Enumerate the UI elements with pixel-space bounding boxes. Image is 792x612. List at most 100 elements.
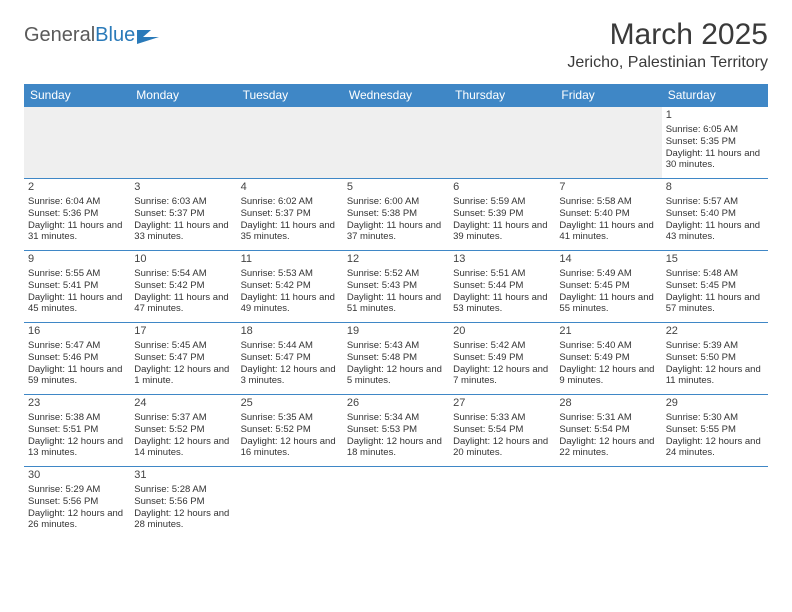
day-header: Tuesday (237, 84, 343, 107)
daylight-line: Daylight: 12 hours and 5 minutes. (347, 364, 445, 388)
sunrise-line: Sunrise: 5:47 AM (28, 340, 126, 352)
calendar-cell (237, 467, 343, 539)
calendar-cell: 12Sunrise: 5:52 AMSunset: 5:43 PMDayligh… (343, 251, 449, 323)
daylight-line: Daylight: 11 hours and 30 minutes. (666, 148, 764, 172)
day-number: 2 (28, 181, 126, 195)
calendar-cell (662, 467, 768, 539)
calendar-page: GeneralBlue March 2025 Jericho, Palestin… (0, 0, 792, 549)
sunset-line: Sunset: 5:54 PM (559, 424, 657, 436)
calendar-cell: 23Sunrise: 5:38 AMSunset: 5:51 PMDayligh… (24, 395, 130, 467)
daylight-line: Daylight: 11 hours and 37 minutes. (347, 220, 445, 244)
calendar-week-row: 16Sunrise: 5:47 AMSunset: 5:46 PMDayligh… (24, 323, 768, 395)
calendar-cell: 1Sunrise: 6:05 AMSunset: 5:35 PMDaylight… (662, 107, 768, 179)
day-number: 18 (241, 325, 339, 339)
daylight-line: Daylight: 12 hours and 20 minutes. (453, 436, 551, 460)
sunrise-line: Sunrise: 5:34 AM (347, 412, 445, 424)
daylight-line: Daylight: 12 hours and 13 minutes. (28, 436, 126, 460)
day-number: 8 (666, 181, 764, 195)
calendar-cell: 17Sunrise: 5:45 AMSunset: 5:47 PMDayligh… (130, 323, 236, 395)
sunrise-line: Sunrise: 6:02 AM (241, 196, 339, 208)
daylight-line: Daylight: 12 hours and 7 minutes. (453, 364, 551, 388)
sunset-line: Sunset: 5:39 PM (453, 208, 551, 220)
calendar-cell: 24Sunrise: 5:37 AMSunset: 5:52 PMDayligh… (130, 395, 236, 467)
day-number: 10 (134, 253, 232, 267)
calendar-cell: 6Sunrise: 5:59 AMSunset: 5:39 PMDaylight… (449, 179, 555, 251)
sunset-line: Sunset: 5:54 PM (453, 424, 551, 436)
sunset-line: Sunset: 5:45 PM (559, 280, 657, 292)
sunset-line: Sunset: 5:41 PM (28, 280, 126, 292)
sunrise-line: Sunrise: 5:33 AM (453, 412, 551, 424)
calendar-cell (24, 107, 130, 179)
daylight-line: Daylight: 12 hours and 14 minutes. (134, 436, 232, 460)
day-number: 14 (559, 253, 657, 267)
sunset-line: Sunset: 5:43 PM (347, 280, 445, 292)
sunset-line: Sunset: 5:50 PM (666, 352, 764, 364)
calendar-cell: 22Sunrise: 5:39 AMSunset: 5:50 PMDayligh… (662, 323, 768, 395)
sunset-line: Sunset: 5:35 PM (666, 136, 764, 148)
sunset-line: Sunset: 5:38 PM (347, 208, 445, 220)
calendar-cell: 30Sunrise: 5:29 AMSunset: 5:56 PMDayligh… (24, 467, 130, 539)
day-number: 9 (28, 253, 126, 267)
sunrise-line: Sunrise: 5:55 AM (28, 268, 126, 280)
sunrise-line: Sunrise: 5:57 AM (666, 196, 764, 208)
sunrise-line: Sunrise: 5:35 AM (241, 412, 339, 424)
day-number: 30 (28, 469, 126, 483)
sunrise-line: Sunrise: 5:38 AM (28, 412, 126, 424)
month-title: March 2025 (567, 18, 768, 52)
day-header-row: SundayMondayTuesdayWednesdayThursdayFrid… (24, 84, 768, 107)
sunset-line: Sunset: 5:52 PM (134, 424, 232, 436)
day-number: 27 (453, 397, 551, 411)
daylight-line: Daylight: 11 hours and 35 minutes. (241, 220, 339, 244)
calendar-cell (449, 467, 555, 539)
daylight-line: Daylight: 11 hours and 39 minutes. (453, 220, 551, 244)
day-number: 6 (453, 181, 551, 195)
calendar-week-row: 23Sunrise: 5:38 AMSunset: 5:51 PMDayligh… (24, 395, 768, 467)
sunrise-line: Sunrise: 6:03 AM (134, 196, 232, 208)
sunset-line: Sunset: 5:47 PM (241, 352, 339, 364)
daylight-line: Daylight: 12 hours and 16 minutes. (241, 436, 339, 460)
calendar-cell: 29Sunrise: 5:30 AMSunset: 5:55 PMDayligh… (662, 395, 768, 467)
sunrise-line: Sunrise: 5:37 AM (134, 412, 232, 424)
header: GeneralBlue March 2025 Jericho, Palestin… (24, 18, 768, 72)
daylight-line: Daylight: 11 hours and 41 minutes. (559, 220, 657, 244)
calendar-cell: 14Sunrise: 5:49 AMSunset: 5:45 PMDayligh… (555, 251, 661, 323)
day-header: Wednesday (343, 84, 449, 107)
sunset-line: Sunset: 5:37 PM (241, 208, 339, 220)
day-number: 19 (347, 325, 445, 339)
sunset-line: Sunset: 5:48 PM (347, 352, 445, 364)
daylight-line: Daylight: 12 hours and 18 minutes. (347, 436, 445, 460)
daylight-line: Daylight: 12 hours and 22 minutes. (559, 436, 657, 460)
daylight-line: Daylight: 11 hours and 33 minutes. (134, 220, 232, 244)
day-number: 5 (347, 181, 445, 195)
sunrise-line: Sunrise: 5:53 AM (241, 268, 339, 280)
calendar-cell: 2Sunrise: 6:04 AMSunset: 5:36 PMDaylight… (24, 179, 130, 251)
calendar-week-row: 9Sunrise: 5:55 AMSunset: 5:41 PM Daylight… (24, 251, 768, 323)
day-header: Monday (130, 84, 236, 107)
sunrise-line: Sunrise: 5:43 AM (347, 340, 445, 352)
sunrise-line: Sunrise: 5:39 AM (666, 340, 764, 352)
sunrise-line: Sunrise: 5:45 AM (134, 340, 232, 352)
daylight-line: Daylight: 11 hours and 51 minutes. (347, 292, 445, 316)
calendar-cell (130, 107, 236, 179)
sunset-line: Sunset: 5:47 PM (134, 352, 232, 364)
sunrise-line: Sunrise: 5:59 AM (453, 196, 551, 208)
daylight-line: Daylight: 11 hours and 53 minutes. (453, 292, 551, 316)
calendar-cell (343, 467, 449, 539)
calendar-cell (555, 467, 661, 539)
calendar-cell (449, 107, 555, 179)
calendar-cell: 11Sunrise: 5:53 AMSunset: 5:42 PMDayligh… (237, 251, 343, 323)
sunset-line: Sunset: 5:40 PM (559, 208, 657, 220)
day-number: 12 (347, 253, 445, 267)
sunset-line: Sunset: 5:56 PM (134, 496, 232, 508)
sunset-line: Sunset: 5:56 PM (28, 496, 126, 508)
daylight-line: Daylight: 11 hours and 49 minutes. (241, 292, 339, 316)
day-header: Sunday (24, 84, 130, 107)
calendar-cell: 10Sunrise: 5:54 AMSunset: 5:42 PMDayligh… (130, 251, 236, 323)
calendar-cell: 3Sunrise: 6:03 AMSunset: 5:37 PMDaylight… (130, 179, 236, 251)
calendar-cell (237, 107, 343, 179)
daylight-line: Daylight: 11 hours and 31 minutes. (28, 220, 126, 244)
calendar-cell: 18Sunrise: 5:44 AMSunset: 5:47 PMDayligh… (237, 323, 343, 395)
sunrise-line: Sunrise: 5:28 AM (134, 484, 232, 496)
calendar-cell: 19Sunrise: 5:43 AMSunset: 5:48 PMDayligh… (343, 323, 449, 395)
daylight-line: Daylight: 12 hours and 11 minutes. (666, 364, 764, 388)
